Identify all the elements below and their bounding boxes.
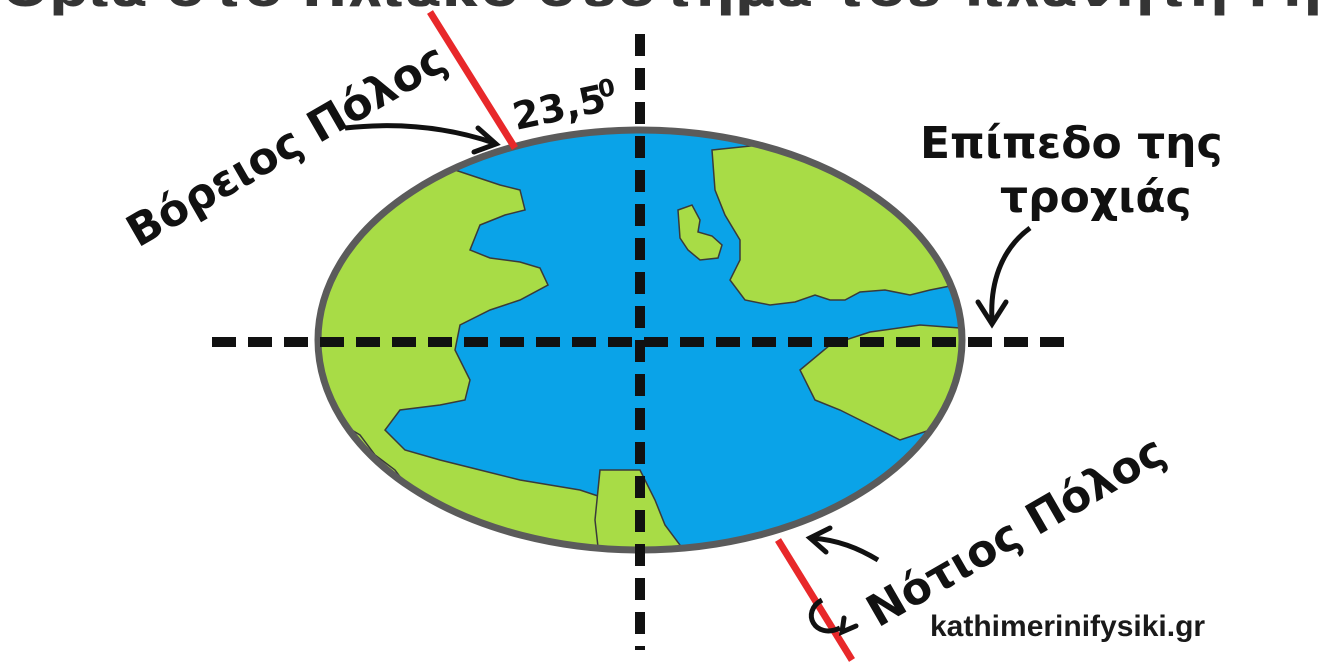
south-pole-arrow	[811, 535, 880, 563]
orbit-plane-arrow	[989, 225, 1032, 321]
north-pole-arrow	[344, 123, 495, 146]
land-island	[677, 204, 723, 261]
south-pole-curl	[808, 597, 842, 634]
top-cut-text: Όρια στο Ηλιακό σύστημα του πλανήτη Γη	[0, 0, 1322, 17]
credit-text: kathimerinifysiki.gr	[930, 610, 1205, 643]
angle-degree-mark: 0	[595, 73, 617, 104]
tilt-axis-south	[775, 538, 855, 662]
orbit-plane-label-line1: Επίπεδο της	[920, 118, 1223, 169]
tilt-axis-north	[427, 10, 518, 150]
orbit-plane-label-line2: τροχιάς	[1000, 172, 1192, 223]
land-right	[799, 324, 962, 441]
